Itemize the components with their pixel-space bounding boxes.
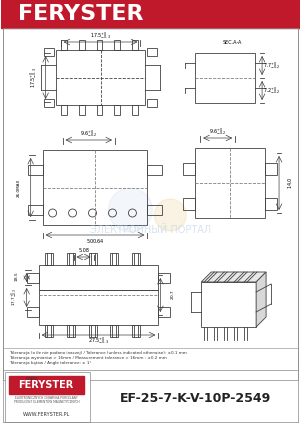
Bar bbox=[28, 205, 43, 215]
Text: $500.64$: $500.64$ bbox=[85, 237, 104, 245]
Text: $14.0$: $14.0$ bbox=[286, 177, 294, 189]
Bar bbox=[183, 198, 195, 210]
Bar bbox=[132, 253, 140, 265]
Text: $17.7^{+0}_{-0.3}$: $17.7^{+0}_{-0.3}$ bbox=[10, 288, 20, 306]
Bar bbox=[79, 105, 85, 115]
Bar bbox=[43, 150, 147, 225]
Text: $7.2^{+0}_{-0.2}$: $7.2^{+0}_{-0.2}$ bbox=[263, 85, 281, 96]
Bar bbox=[201, 282, 256, 327]
Bar bbox=[44, 99, 54, 107]
Bar bbox=[67, 325, 75, 337]
Bar bbox=[97, 40, 103, 50]
Bar bbox=[183, 163, 195, 175]
Text: $17.5^{+0}_{-0.3}$: $17.5^{+0}_{-0.3}$ bbox=[90, 31, 111, 42]
Bar bbox=[5, 372, 89, 422]
Bar bbox=[147, 165, 162, 175]
Text: EF-25-7-K-V-10P-2549: EF-25-7-K-V-10P-2549 bbox=[120, 391, 271, 404]
Polygon shape bbox=[256, 272, 266, 327]
Text: $9.6^{+0}_{-0.2}$: $9.6^{+0}_{-0.2}$ bbox=[80, 128, 98, 139]
Text: Tolerancja wymiarów > 16mm / Measurement tolerance > 16mm : ±0.2 mm: Tolerancja wymiarów > 16mm / Measurement… bbox=[9, 356, 166, 360]
Text: 5.08: 5.08 bbox=[78, 248, 89, 254]
Bar bbox=[39, 265, 158, 290]
Bar bbox=[110, 253, 118, 265]
Bar bbox=[132, 40, 138, 50]
Text: $27.5^{+0}_{-0.3}$: $27.5^{+0}_{-0.3}$ bbox=[88, 336, 109, 346]
Bar bbox=[61, 40, 67, 50]
Bar bbox=[147, 99, 158, 107]
Text: $9.6^{+0}_{-0.2}$: $9.6^{+0}_{-0.2}$ bbox=[209, 127, 226, 137]
Text: FERYSTER: FERYSTER bbox=[18, 4, 143, 24]
Bar bbox=[1, 0, 300, 28]
Bar bbox=[44, 48, 54, 56]
Bar bbox=[265, 163, 277, 175]
Bar bbox=[39, 290, 158, 325]
Bar bbox=[88, 325, 97, 337]
Text: FERYSTER: FERYSTER bbox=[18, 380, 73, 390]
Bar bbox=[27, 307, 39, 317]
Text: WWW.FERYSTER.PL: WWW.FERYSTER.PL bbox=[23, 413, 70, 418]
Polygon shape bbox=[201, 272, 266, 282]
Bar bbox=[158, 273, 170, 283]
Bar bbox=[79, 40, 85, 50]
Text: ELEKTRONICZNYCH CERAMIKA PORCELANY
PRODUCENT ELEMENTÓW MAGNETYCZNYCH: ELEKTRONICZNYCH CERAMIKA PORCELANY PRODU… bbox=[14, 396, 80, 404]
Text: SEC.A-A: SEC.A-A bbox=[223, 39, 242, 45]
Bar bbox=[195, 148, 265, 218]
Bar bbox=[9, 376, 83, 394]
Bar bbox=[147, 205, 162, 215]
Bar bbox=[132, 325, 140, 337]
Bar bbox=[195, 53, 255, 103]
Bar bbox=[110, 325, 118, 337]
Text: $17.5^{+0}_{-0.3}$: $17.5^{+0}_{-0.3}$ bbox=[28, 67, 39, 88]
Bar bbox=[45, 325, 52, 337]
Bar bbox=[132, 105, 138, 115]
Text: $20.7$: $20.7$ bbox=[169, 290, 176, 300]
Text: Tolerancja kątów / Angle tolerance: ± 1°: Tolerancja kątów / Angle tolerance: ± 1° bbox=[9, 361, 91, 365]
Bar bbox=[28, 165, 43, 175]
Text: www.: www. bbox=[26, 376, 39, 380]
Text: .pl: .pl bbox=[79, 385, 86, 391]
Text: ЭЛЕКТРОННЫЙ ПОРТАЛ: ЭЛЕКТРОННЫЙ ПОРТАЛ bbox=[90, 225, 211, 235]
Bar bbox=[147, 48, 158, 56]
Circle shape bbox=[109, 188, 152, 232]
Bar bbox=[115, 105, 121, 115]
Text: $7.7^{+0}_{-0.2}$: $7.7^{+0}_{-0.2}$ bbox=[263, 60, 281, 71]
Circle shape bbox=[154, 199, 186, 231]
Bar bbox=[27, 273, 39, 283]
Bar bbox=[67, 253, 75, 265]
Bar bbox=[265, 198, 277, 210]
Text: 26.0MAX: 26.0MAX bbox=[17, 179, 21, 197]
Bar bbox=[61, 105, 67, 115]
Bar bbox=[56, 50, 146, 105]
Text: $18.5$: $18.5$ bbox=[13, 271, 20, 282]
Bar bbox=[97, 105, 103, 115]
Bar bbox=[3, 28, 298, 380]
Bar bbox=[45, 253, 52, 265]
Bar bbox=[158, 307, 170, 317]
Text: Tolerancja (o ile nie podano inaczej) / Tolerance (unless indicated otherwise): : Tolerancja (o ile nie podano inaczej) / … bbox=[9, 351, 187, 355]
Bar bbox=[88, 253, 97, 265]
Bar bbox=[115, 40, 121, 50]
